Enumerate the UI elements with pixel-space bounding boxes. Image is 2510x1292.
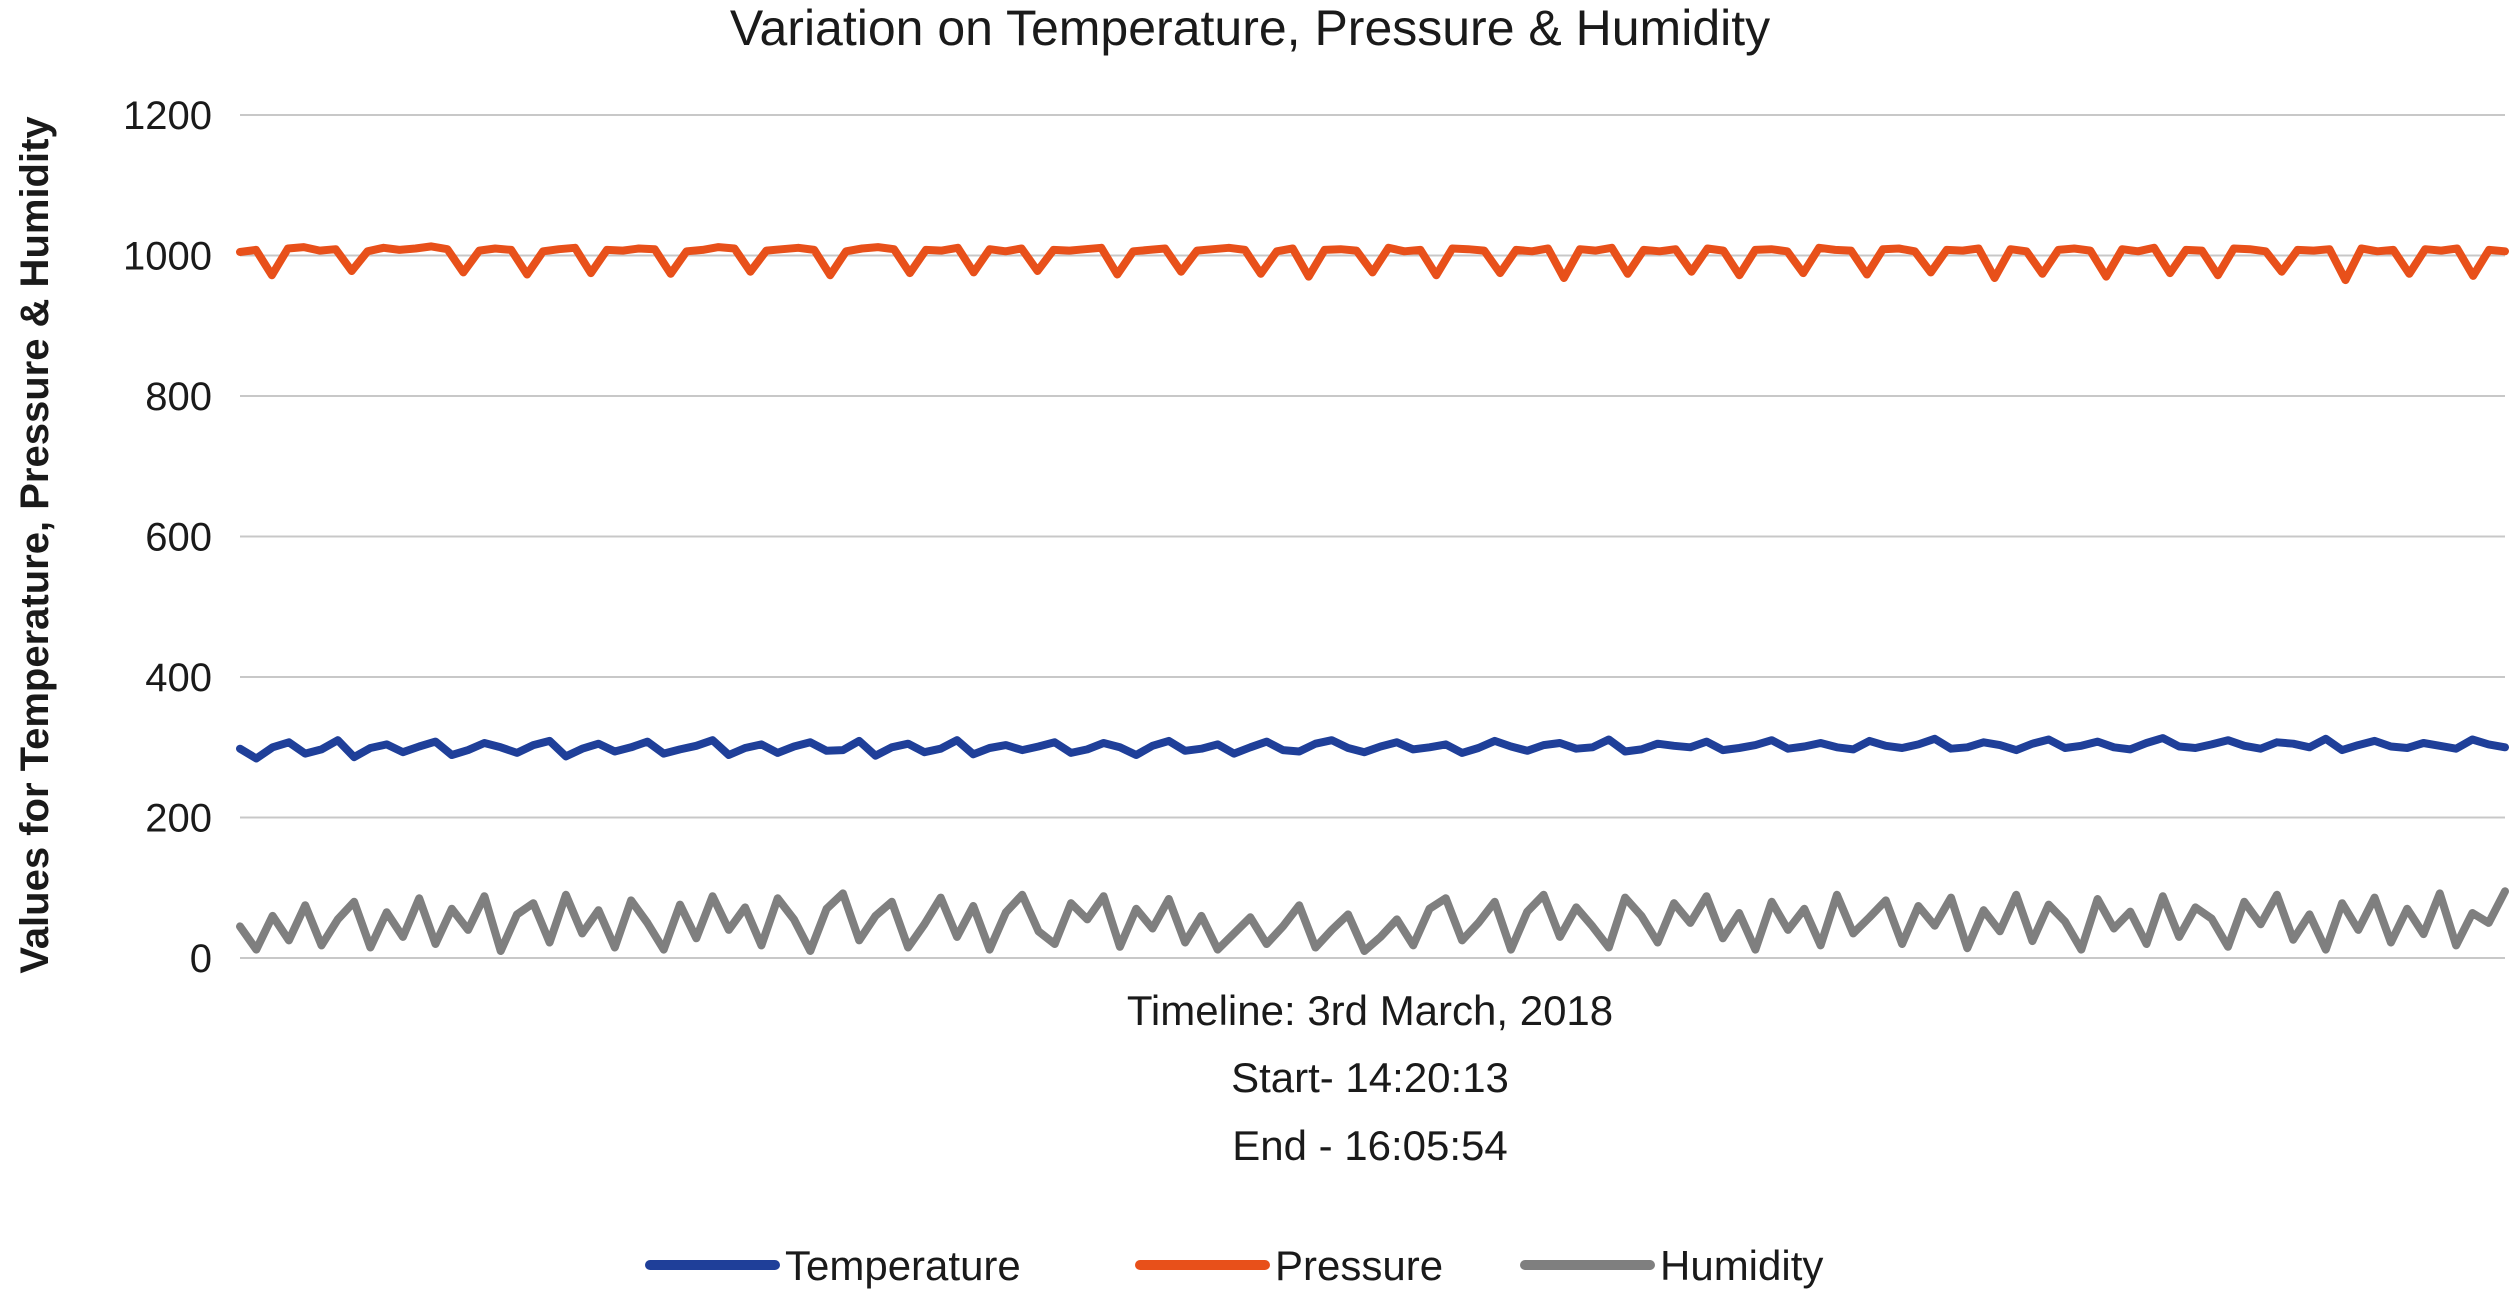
y-tick-label: 1000 (123, 235, 212, 279)
y-axis-label: Values for Temperature, Pressure & Humid… (13, 116, 57, 974)
x-axis-label: Timeline: 3rd March, 2018 Start- 14:20:1… (1127, 987, 1613, 1169)
y-tick-labels: 0 200 400 600 800 1000 1200 (123, 94, 212, 981)
x-axis-label-line-3: End - 16:05:54 (1232, 1122, 1508, 1169)
x-axis-label-line-1: Timeline: 3rd March, 2018 (1127, 987, 1613, 1034)
y-tick-label: 200 (145, 797, 212, 841)
x-axis-label-line-2: Start- 14:20:13 (1231, 1054, 1509, 1101)
chart-title: Variation on Temperature, Pressure & Hum… (730, 0, 1770, 56)
legend-label-humidity: Humidity (1660, 1242, 1823, 1289)
y-tick-label: 800 (145, 375, 212, 419)
legend-label-temperature: Temperature (785, 1242, 1021, 1289)
series-line-pressure (236, 242, 2509, 285)
legend: Temperature Pressure Humidity (645, 1242, 1823, 1289)
legend-label-pressure: Pressure (1275, 1242, 1443, 1289)
y-tick-label: 400 (145, 656, 212, 700)
y-tick-label: 600 (145, 516, 212, 560)
gridlines (240, 114, 2505, 959)
y-tick-label: 1200 (123, 94, 212, 138)
series-lines (236, 242, 2509, 955)
series-line-temperature (236, 734, 2509, 763)
series-line-humidity (236, 887, 2509, 955)
y-tick-label: 0 (190, 937, 212, 981)
